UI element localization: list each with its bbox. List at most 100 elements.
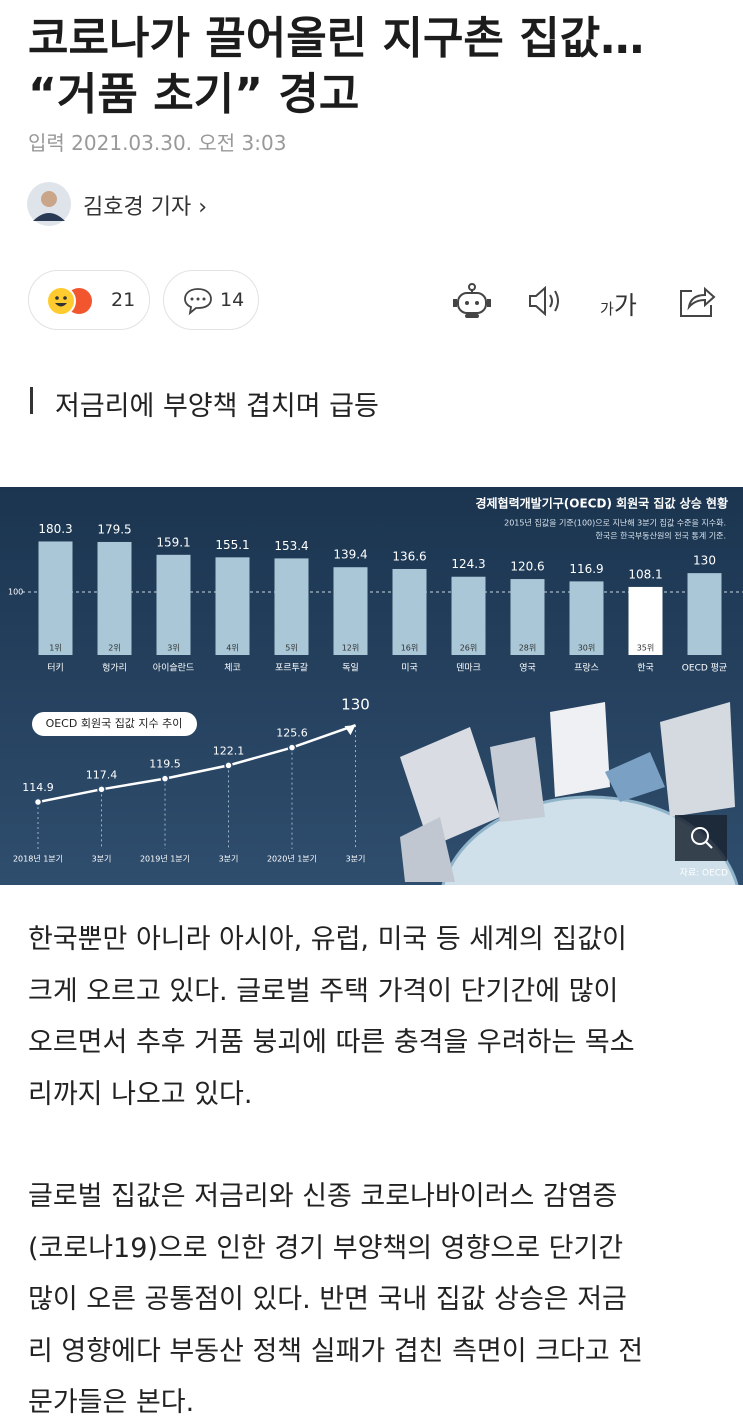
- rank-label: 35위: [637, 644, 655, 653]
- bar: [392, 568, 427, 655]
- rank-label: 3위: [167, 644, 179, 653]
- rank-label: 5위: [285, 644, 297, 653]
- date-label: 입력: [28, 131, 65, 155]
- share-icon[interactable]: [678, 283, 716, 319]
- infographic-note: 한국은 한국부동산원의 전국 통계 기준.: [596, 531, 726, 541]
- decoration: [400, 702, 739, 885]
- x-tick-label: 독일: [342, 663, 359, 674]
- bar: [97, 541, 132, 655]
- avatar[interactable]: [26, 181, 72, 227]
- date: 입력 2021.03.30. 오전 3:03: [28, 127, 286, 156]
- bar: [687, 573, 722, 655]
- body-line: 크게 오르고 있다. 글로벌 주택 가격이 단기간에 많이: [28, 975, 619, 1007]
- x-tick-label: 3분기: [219, 855, 239, 864]
- rank-label: 26위: [460, 644, 478, 653]
- rank-label: 12위: [342, 644, 360, 653]
- rank-label: 4위: [226, 644, 238, 653]
- rank-label: 30위: [578, 644, 596, 653]
- infographic: OECD 회원국 집값 지수 추이 2018년 1분기 3분기 2019년 1분기 3분…: [0, 487, 743, 885]
- font-small: 가: [600, 300, 614, 318]
- value-label: 136.6: [392, 549, 426, 563]
- value-label: 130: [341, 696, 370, 714]
- point: [160, 774, 170, 783]
- x-tick-label: 터키: [47, 663, 64, 674]
- value-label: 122.1: [213, 744, 245, 757]
- reaction-count: 21: [111, 289, 136, 311]
- subheading: 저금리에 부양책 겹치며 급등: [55, 391, 379, 422]
- infographic-title: 경제협력개발기구(OECD) 회원국 집값 상승 현황: [475, 496, 728, 511]
- value-label: 159.1: [156, 535, 190, 549]
- bar: [451, 576, 486, 655]
- x-tick-label: 2018년 1분기: [13, 854, 63, 864]
- x-tick-label: 프랑스: [574, 662, 599, 674]
- value-label: 124.3: [451, 557, 485, 571]
- x-tick-label: 영국: [519, 663, 536, 674]
- point: [287, 743, 297, 752]
- x-tick-label: 미국: [401, 663, 418, 674]
- bar: [274, 558, 309, 655]
- x-tick-label: 아이슬란드: [153, 662, 194, 674]
- arrow-head: [344, 725, 356, 736]
- value-label: 139.4: [333, 548, 367, 562]
- x-tick-label: 체코: [224, 663, 241, 674]
- comment-count: 14: [220, 289, 245, 311]
- bar: [215, 557, 250, 655]
- point: [33, 797, 43, 807]
- body-line: 리까지 나오고 있다.: [28, 1078, 253, 1110]
- bar: [510, 579, 545, 655]
- x-tick-label: OECD 평균: [682, 663, 727, 674]
- x-tick-label: 2020년 1분기: [267, 854, 317, 864]
- value-label: 153.4: [274, 539, 308, 553]
- point: [97, 785, 106, 794]
- body-line: 많이 오른 공통점이 있다. 반면 국내 집값 상승은 저금: [28, 1284, 627, 1315]
- body-line: 오르면서 추후 거품 붕괴에 따른 충격을 우려하는 목소: [28, 1027, 635, 1058]
- zoom-button[interactable]: [675, 815, 727, 861]
- rank-label: 2위: [108, 644, 120, 653]
- bar: [628, 586, 663, 655]
- rank-label: 16위: [401, 644, 419, 653]
- comment-button[interactable]: 14: [163, 270, 259, 330]
- bar: [156, 554, 191, 655]
- value-label: 125.6: [276, 727, 308, 740]
- headline: 코로나가 끌어올린 지구촌 집값…: [28, 13, 645, 64]
- value-label: 108.1: [628, 567, 662, 581]
- reaction-icons: [46, 286, 92, 316]
- line: [37, 724, 356, 804]
- body-line: (코로나19)으로 인한 경기 부양책의 영향으로 단기간: [28, 1232, 624, 1264]
- x-tick-label: 3분기: [92, 855, 112, 864]
- value-label: 155.1: [215, 538, 249, 552]
- value-label: 179.5: [97, 522, 131, 536]
- reaction-button[interactable]: 21: [28, 270, 150, 330]
- x-tick-label: 한국: [637, 663, 654, 674]
- body-line: 문가들은 본다.: [28, 1387, 195, 1418]
- comment-icon: [184, 288, 212, 316]
- rank-label: 1위: [49, 644, 61, 653]
- value-label: 114.9: [22, 781, 54, 794]
- value-label: 116.9: [569, 562, 603, 576]
- reporter[interactable]: 김호경 기자 ›: [83, 195, 207, 220]
- body-line: 글로벌 집값은 저금리와 신종 코로나바이러스 감염증: [28, 1181, 618, 1212]
- x-tick-label: 3분기: [346, 855, 366, 864]
- bar: [569, 581, 604, 655]
- x-tick-label: 헝가리: [102, 663, 127, 674]
- tts-robot-icon[interactable]: [452, 281, 492, 321]
- value-label: 180.3: [38, 522, 72, 536]
- font-large: 가: [613, 291, 637, 320]
- body-line: 한국뿐만 아니라 아시아, 유럽, 미국 등 세계의 집값이: [28, 924, 627, 955]
- x-tick-label: 2019년 1분기: [140, 854, 190, 864]
- y-tick-label: 100: [8, 588, 23, 597]
- date-value: 2021.03.30. 오전 3:03: [71, 131, 287, 155]
- value-label: 119.5: [149, 758, 181, 771]
- body-line: 리 영향에다 부동산 정책 실패가 겹친 측면이 크다고 전: [28, 1335, 644, 1367]
- bar: [333, 567, 368, 655]
- x-tick-label: 포르투갈: [275, 663, 308, 674]
- x-tick-label: 덴마크: [456, 663, 481, 674]
- speaker-icon[interactable]: [527, 284, 565, 318]
- headline: “거품 초기” 경고: [28, 69, 360, 120]
- font-size-button[interactable]: 가가: [600, 286, 637, 322]
- value-label: 130: [693, 554, 716, 568]
- rank-label: 28위: [519, 644, 537, 653]
- value-label: 120.6: [510, 560, 544, 574]
- line-chart-title-box: [32, 712, 197, 736]
